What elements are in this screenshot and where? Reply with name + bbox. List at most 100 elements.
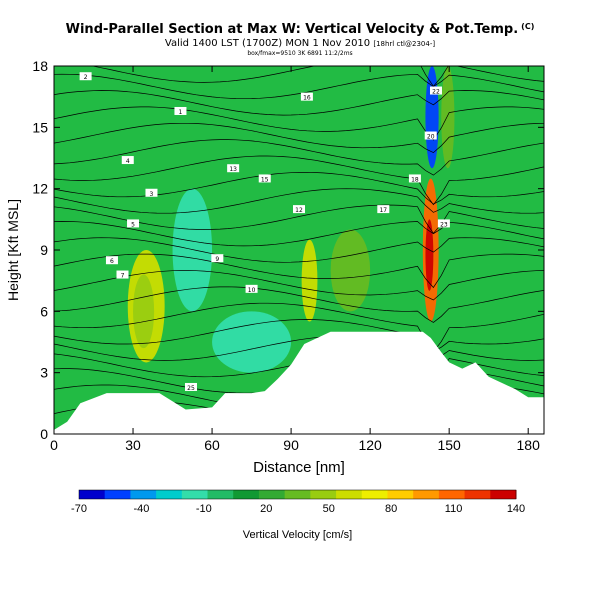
contour-label-bg: [424, 131, 437, 140]
colorbar-label: Vertical Velocity [cm/s]: [243, 529, 352, 541]
y-axis-label: Height [Kft MSL]: [5, 199, 21, 301]
colorbar-swatch: [156, 490, 183, 499]
contour-label-bg: [127, 219, 140, 228]
contour-label: 20: [424, 131, 437, 141]
theta-contour: [54, 286, 544, 323]
velocity-cell: [441, 66, 455, 169]
colorbar-frame: [78, 489, 517, 500]
contour-label: 4: [121, 156, 134, 165]
contour-label-bg: [211, 254, 224, 263]
contour-label-text: 10: [248, 287, 256, 294]
contour-label: 12: [293, 205, 305, 214]
run-info: box/fmax=9510 3K 6891 11:2/2ms: [247, 50, 353, 57]
contour-label: 1: [174, 106, 187, 116]
colorbar-tick-label: -40: [133, 503, 149, 515]
velocity-cell: [301, 239, 318, 322]
contour-label-bg: [227, 164, 240, 173]
contour-label: 6: [105, 256, 118, 265]
contour-label-bg: [116, 270, 129, 279]
theta-contour: [54, 139, 544, 176]
x-tick-label: 90: [283, 437, 299, 453]
contour-label-bg: [184, 382, 197, 391]
contour-label-text: 5: [131, 221, 135, 228]
y-tick-label: 12: [32, 181, 48, 197]
contour-label-bg: [437, 219, 450, 228]
valid-time: Valid 1400 LST (1700Z) MON 1 Nov 2010 [1…: [164, 38, 436, 49]
terrain-mask: [54, 331, 544, 434]
contour-label-text: 6: [110, 258, 114, 265]
contour-label: 2: [79, 72, 92, 81]
colorbar-tick-label: 140: [507, 503, 525, 515]
contour-label-text: 22: [432, 89, 440, 96]
theta-contour: [54, 302, 544, 353]
colorbar-tick-label: 50: [323, 503, 335, 515]
contour-label-text: 20: [427, 134, 435, 141]
colorbar-swatch: [284, 490, 311, 499]
y-tick-label: 15: [32, 119, 48, 135]
theta-contour: [54, 221, 544, 247]
velocity-cell: [133, 274, 155, 349]
contour-label: 23: [437, 219, 450, 228]
chart-title: Wind-Parallel Section at Max W: Vertical…: [65, 22, 535, 37]
colorbar-swatch: [181, 490, 209, 499]
contour-label: 25: [184, 382, 197, 392]
theta-contour: [54, 270, 544, 301]
contour-label: 15: [258, 174, 271, 183]
velocity-cell: [425, 219, 434, 291]
x-tick-label: 60: [204, 437, 220, 453]
colorbar-swatch: [413, 490, 440, 499]
contour-label-text: 3: [150, 191, 154, 198]
y-tick-label: 3: [40, 365, 48, 381]
x-tick-label: 0: [50, 437, 58, 453]
contour-label-text: 7: [121, 273, 125, 280]
y-tick-label: 0: [40, 426, 48, 442]
contour-label-bg: [293, 205, 305, 214]
contour-label: 10: [245, 284, 258, 294]
contour-label-bg: [174, 106, 187, 115]
colorbar-swatch: [258, 490, 286, 499]
contour-label-text: 9: [215, 256, 219, 263]
contour-label: 17: [377, 205, 390, 214]
contour-label-text: 16: [303, 95, 311, 102]
y-tick-label: 9: [40, 242, 48, 258]
contour-label-text: 17: [379, 207, 387, 214]
colorbar-tick-label: 80: [385, 503, 397, 515]
colorbar-swatch: [79, 490, 106, 499]
y-tick-label: 18: [32, 58, 48, 74]
contour-label: 9: [211, 254, 224, 263]
contour-label-bg: [121, 156, 134, 165]
contour-label-text: 25: [187, 385, 195, 392]
theta-contour: [90, 66, 544, 87]
contour-label-bg: [105, 256, 118, 265]
theta-contour: [54, 188, 544, 214]
colorbar-swatch: [438, 490, 466, 499]
contour-label-text: 12: [295, 207, 303, 214]
contour-label-bg: [408, 174, 421, 183]
contour-label: 3: [145, 188, 158, 198]
colorbar-swatch: [310, 490, 337, 499]
contour-label-text: 2: [84, 74, 88, 81]
colorbar-tick-label: 20: [260, 503, 272, 515]
velocity-cell: [425, 66, 439, 169]
colorbar-swatch: [207, 490, 234, 499]
contour-label: 5: [127, 219, 140, 228]
contour-label-bg: [79, 72, 92, 81]
theta-contour: [54, 237, 544, 263]
colorbar-swatch: [464, 490, 491, 499]
theta-contour: [54, 319, 544, 352]
theta-contour: [54, 171, 544, 205]
colorbar-swatch: [387, 490, 414, 499]
contour-label-bg: [145, 188, 158, 197]
colorbar-swatch: [104, 490, 131, 499]
contour-label-text: 13: [229, 166, 237, 173]
contour-label: 7: [116, 270, 129, 280]
y-tick-label: 6: [40, 303, 48, 319]
contour-label-bg: [300, 92, 313, 101]
velocity-cell: [330, 229, 371, 312]
theta-contour: [54, 122, 544, 154]
x-tick-label: 150: [437, 437, 461, 453]
theta-contour: [54, 335, 544, 361]
colorbar-swatch: [490, 490, 517, 499]
velocity-cell: [212, 311, 292, 373]
